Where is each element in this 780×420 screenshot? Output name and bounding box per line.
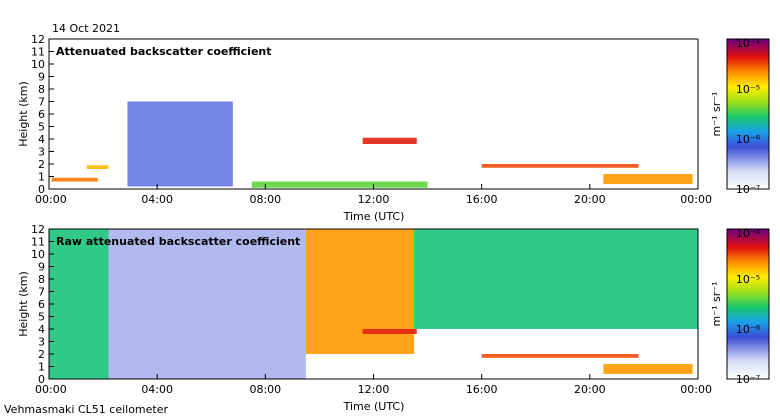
x-tick-label: 20:00 [574, 193, 606, 206]
y-tick-label: 9 [38, 71, 45, 84]
y-tick-label: 5 [38, 311, 45, 324]
y-tick-label: 12 [31, 33, 45, 46]
footer-label: Vehmasmaki CL51 ceilometer [4, 403, 169, 416]
y-tick-label: 10 [31, 58, 45, 71]
feature-boundary-layer-top [251, 181, 428, 188]
y-tick-label: 7 [38, 96, 45, 109]
colorbar-label: m⁻¹ sr⁻¹ [710, 92, 723, 137]
x-tick-labels: 00:00 04:00 08:00 12:00 16:00 20:00 00:00 [35, 184, 712, 206]
x-tick-labels: 00:00 04:00 08:00 12:00 16:00 20:00 00:00 [35, 374, 712, 396]
feature-low-cloud-1 [86, 165, 109, 169]
feature-precip-column [127, 101, 233, 187]
x-tick-label: 12:00 [358, 193, 390, 206]
y-tick-label: 7 [38, 286, 45, 299]
x-tick-label: 16:00 [466, 193, 498, 206]
y-tick-label: 1 [38, 361, 45, 374]
feature-stratus-deck [481, 354, 639, 358]
x-tick-label: 12:00 [358, 383, 390, 396]
colorbar-tick-label: 10⁻⁷ [736, 183, 760, 196]
x-tick-label: 04:00 [141, 193, 173, 206]
y-tick-label: 9 [38, 261, 45, 274]
feature-mid-cloud [362, 137, 417, 144]
y-tick-label: 8 [38, 273, 45, 286]
x-tick-label: 00:00 [680, 383, 712, 396]
x-tick-label: 00:00 [35, 383, 67, 396]
x-tick-label: 00:00 [35, 193, 67, 206]
y-tick-label: 11 [31, 236, 45, 249]
colorbar-tick-label: 10⁻⁴ [736, 37, 761, 50]
feature-descending-layer [603, 174, 693, 184]
y-tick-label: 3 [38, 146, 45, 159]
heatmap-layer [51, 101, 693, 188]
colorbar-tick-label: 10⁻⁷ [736, 373, 760, 386]
panel-title: Raw attenuated backscatter coefficient [56, 235, 300, 248]
y-tick-label: 2 [38, 348, 45, 361]
colorbar-tick-label: 10⁻⁶ [736, 133, 761, 146]
colorbar-tick-label: 10⁻⁶ [736, 323, 761, 336]
feature-noise-early [49, 229, 109, 379]
y-tick-label: 6 [38, 298, 45, 311]
x-tick-label: 04:00 [141, 383, 173, 396]
y-tick-label: 8 [38, 83, 45, 96]
panel-raw-attenuated-backscatter: Raw attenuated backscatter coefficient 0… [17, 223, 770, 413]
feature-noise-afternoon [414, 229, 698, 329]
y-tick-label: 4 [38, 133, 45, 146]
feature-mid-cloud [362, 329, 417, 334]
date-label: 14 Oct 2021 [52, 22, 120, 35]
colorbar-ticks: 10⁻⁴ 10⁻⁵ 10⁻⁶ 10⁻⁷ [736, 37, 761, 196]
feature-noise-quiet [108, 229, 306, 379]
y-tick-label: 0 [38, 373, 45, 386]
y-tick-label: 6 [38, 108, 45, 121]
feature-early-cloud-layer [51, 177, 98, 182]
x-axis-label: Time (UTC) [343, 210, 405, 223]
feature-stratus-deck [481, 164, 639, 168]
y-axis-label: Height (km) [17, 271, 30, 337]
y-tick-label: 2 [38, 158, 45, 171]
colorbar-label: m⁻¹ sr⁻¹ [710, 282, 723, 327]
y-tick-label: 1 [38, 171, 45, 184]
x-tick-label: 20:00 [574, 383, 606, 396]
colorbar-tick-label: 10⁻⁵ [736, 273, 760, 286]
colorbar [726, 38, 770, 190]
y-tick-label: 0 [38, 183, 45, 196]
x-tick-label: 08:00 [249, 193, 281, 206]
y-tick-label: 3 [38, 336, 45, 349]
x-axis-label: Time (UTC) [343, 400, 405, 413]
x-tick-label: 16:00 [466, 383, 498, 396]
colorbar-tick-label: 10⁻⁴ [736, 227, 761, 240]
heatmap-layer [49, 229, 698, 379]
colorbar-ticks: 10⁻⁴ 10⁻⁵ 10⁻⁶ 10⁻⁷ [736, 227, 761, 386]
feature-descending-layer [603, 364, 693, 374]
x-tick-label: 00:00 [680, 193, 712, 206]
y-tick-label: 4 [38, 323, 45, 336]
feature-noise-bright [305, 229, 415, 354]
panel-attenuated-backscatter: Attenuated backscatter coefficient 01234… [17, 33, 770, 223]
colorbar [726, 228, 770, 380]
panel-title: Attenuated backscatter coefficient [56, 45, 272, 58]
y-tick-label: 12 [31, 223, 45, 236]
y-tick-label: 5 [38, 121, 45, 134]
y-tick-label: 11 [31, 46, 45, 59]
colorbar-tick-label: 10⁻⁵ [736, 83, 760, 96]
y-tick-label: 10 [31, 248, 45, 261]
y-axis-label: Height (km) [17, 81, 30, 147]
x-tick-label: 08:00 [249, 383, 281, 396]
